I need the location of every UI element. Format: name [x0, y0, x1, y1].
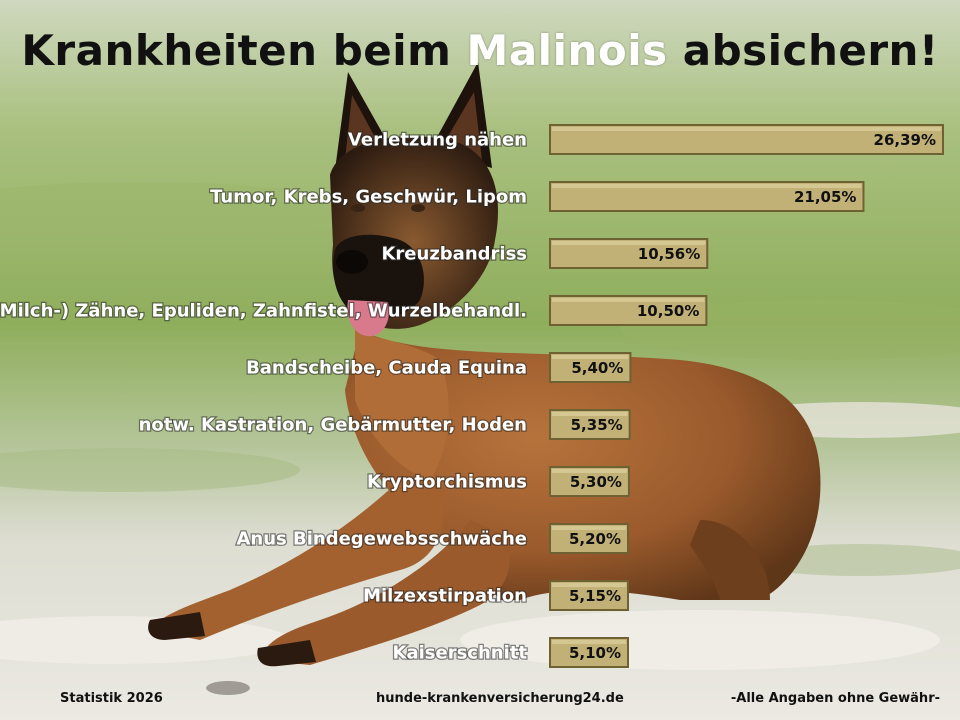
bar-highlight-4 [552, 355, 629, 359]
category-label-0: Verletzung nähen [348, 130, 527, 151]
bar-highlight-5 [552, 412, 628, 416]
bar-highlight-7 [552, 526, 626, 530]
category-label-1: Tumor, Krebs, Geschwür, Lipom [210, 187, 527, 208]
bar-highlight-8 [552, 583, 626, 587]
bar-highlight-9 [552, 640, 626, 644]
bar-value-label-8: 5,15% [569, 587, 621, 605]
bar-highlight-0 [552, 127, 941, 131]
title-part-2: absichern! [667, 26, 939, 75]
bar-value-label-6: 5,30% [570, 473, 622, 491]
bar-value-label-3: 10,50% [637, 302, 699, 320]
title-highlight-breed: Malinois [466, 26, 668, 75]
category-label-8: Milzexstirpation [363, 586, 527, 607]
bar-value-label-2: 10,56% [638, 245, 700, 263]
bar-highlight-1 [552, 184, 862, 188]
bar-value-label-5: 5,35% [571, 416, 623, 434]
category-label-7: Anus Bindegewebsschwäche [236, 529, 527, 550]
bar-highlight-2 [552, 241, 706, 245]
category-label-3: (Milch-) Zähne, Epuliden, Zahnfistel, Wu… [0, 301, 527, 322]
title-part-1: Krankheiten beim [21, 26, 467, 75]
footer-website: hunde-krankenversicherung24.de [376, 691, 624, 706]
bar-value-label-9: 5,10% [569, 644, 621, 662]
bar-highlight-6 [552, 469, 627, 473]
category-label-2: Kreuzbandriss [381, 244, 527, 265]
bar-value-label-7: 5,20% [569, 530, 621, 548]
category-label-9: Kaiserschnitt [393, 643, 528, 664]
bar-value-label-4: 5,40% [571, 359, 623, 377]
footer-disclaimer: -Alle Angaben ohne Gewähr- [730, 691, 940, 706]
bar-value-label-0: 26,39% [874, 131, 936, 149]
footer-statistic-year: Statistik 2026 [60, 691, 163, 706]
category-label-5: notw. Kastration, Gebärmutter, Hoden [139, 415, 527, 436]
page-title: Krankheiten beim Malinois absichern! [0, 26, 960, 75]
category-label-6: Kryptorchismus [367, 472, 527, 493]
bar-highlight-3 [552, 298, 705, 302]
bar-value-label-1: 21,05% [794, 188, 856, 206]
category-label-4: Bandscheibe, Cauda Equina [246, 358, 527, 379]
